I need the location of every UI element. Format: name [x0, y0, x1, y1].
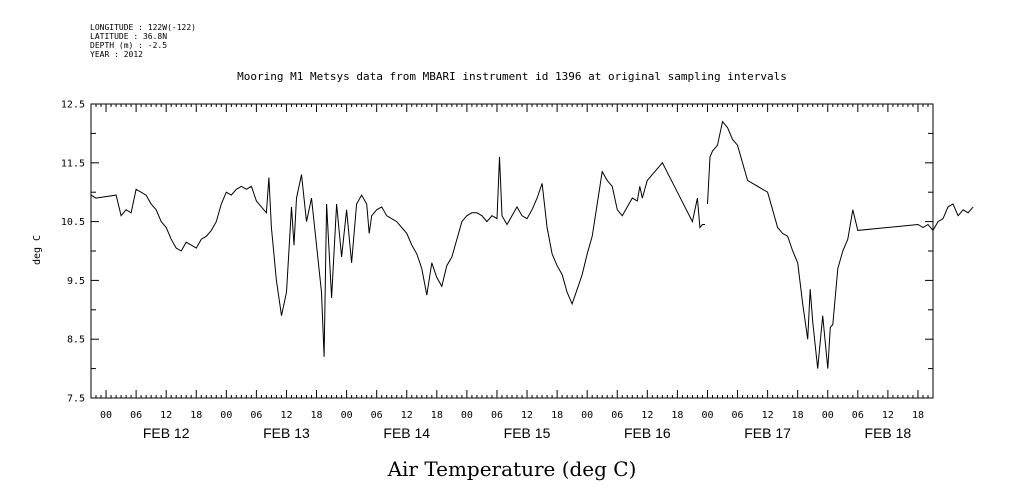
x-tick-label: 18 — [190, 410, 202, 421]
y-tick-label: 9.5 — [67, 276, 85, 287]
x-tick-label: 06 — [491, 410, 503, 421]
x-tick-label: 18 — [912, 410, 924, 421]
x-tick-label: 12 — [160, 410, 172, 421]
x-axis-label: Air Temperature (deg C) — [387, 457, 637, 481]
y-tick-label: 11.5 — [61, 158, 85, 169]
day-label: FEB 14 — [383, 425, 430, 441]
x-tick-label: 00 — [822, 410, 834, 421]
chart-title: Mooring M1 Metsys data from MBARI instru… — [237, 70, 787, 83]
x-tick-label: 12 — [521, 410, 533, 421]
day-label: FEB 13 — [263, 425, 310, 441]
x-tick-label: 12 — [762, 410, 774, 421]
day-label: FEB 18 — [865, 425, 912, 441]
latitude-label: LATITUDE : 36.8N — [90, 32, 167, 41]
day-label: FEB 15 — [504, 425, 551, 441]
y-tick-label: 7.5 — [67, 394, 85, 405]
x-tick-label: 00 — [341, 410, 353, 421]
y-tick-label: 8.5 — [67, 335, 85, 346]
axes-group: 7.5 8.5 9.5 10.5 11.5 12.5 00 06 12 18 00 06 12 18 00 0… — [61, 100, 934, 441]
x-tick-label: 06 — [611, 410, 623, 421]
x-tick-label: 18 — [671, 410, 683, 421]
day-label: FEB 17 — [744, 425, 791, 441]
x-tick-label: 06 — [371, 410, 383, 421]
y-tick-label: 10.5 — [61, 217, 85, 228]
x-tick-label: 18 — [792, 410, 804, 421]
x-tick-label: 00 — [220, 410, 232, 421]
y-tick-label: 12.5 — [61, 100, 85, 111]
x-tick-label: 00 — [701, 410, 713, 421]
series-line-2 — [707, 120, 974, 369]
year-label: YEAR : 2012 — [90, 50, 143, 59]
x-tick-label: 06 — [250, 410, 262, 421]
x-tick-label: 12 — [401, 410, 413, 421]
x-tick-label: 12 — [280, 410, 292, 421]
x-tick-label: 00 — [581, 410, 593, 421]
series-line-1 — [90, 156, 705, 357]
depth-label: DEPTH (m) : -2.5 — [90, 41, 167, 50]
x-tick-label: 12 — [882, 410, 894, 421]
x-tick-label: 00 — [461, 410, 473, 421]
data-lines-group — [90, 120, 974, 369]
x-tick-label: 06 — [130, 410, 142, 421]
x-tick-label: 18 — [431, 410, 443, 421]
x-tick-label: 12 — [641, 410, 653, 421]
x-tick-label: 00 — [100, 410, 112, 421]
plot-frame — [90, 103, 934, 399]
x-tick-label: 18 — [311, 410, 323, 421]
x-tick-label: 06 — [852, 410, 864, 421]
y-axis-label: deg C — [32, 235, 43, 265]
day-label: FEB 16 — [624, 425, 671, 441]
longitude-label: LONGITUDE : 122W(-122) — [90, 23, 196, 32]
x-tick-label: 18 — [551, 410, 563, 421]
day-label: FEB 12 — [143, 425, 190, 441]
x-tick-label: 06 — [732, 410, 744, 421]
